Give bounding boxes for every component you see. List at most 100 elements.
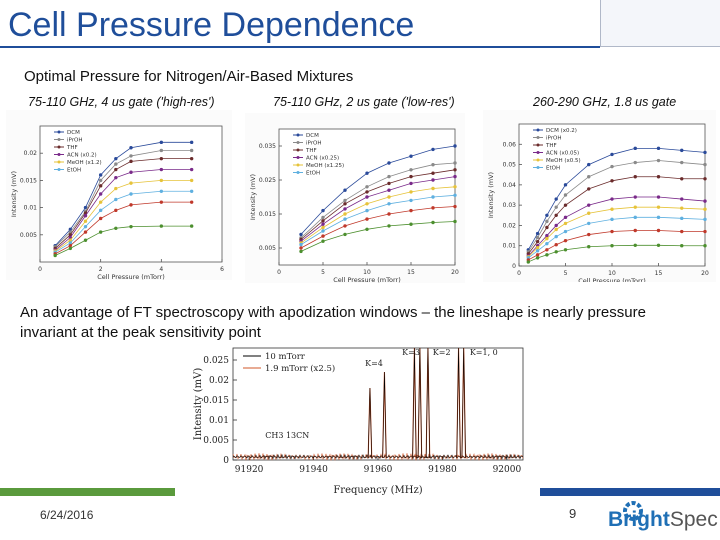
data-point (98, 184, 103, 188)
data-point (68, 227, 73, 232)
legend-entry: MeOH (x0.5) (546, 158, 581, 164)
data-point (453, 144, 457, 148)
data-point (365, 227, 369, 231)
legend-entry: THF (66, 145, 78, 151)
legend-marker (536, 151, 540, 154)
data-point (554, 227, 558, 232)
data-point (299, 249, 303, 254)
chart-panel-2: 0 5 10 15 20 0.035 0.025 0.015 0.005 Cell Pressur… (245, 113, 465, 283)
data-point (535, 256, 540, 260)
data-point (343, 207, 347, 211)
data-point (98, 200, 103, 204)
legend-entry: MeOH (x1.2) (67, 160, 102, 166)
data-point (610, 217, 614, 222)
data-point (587, 245, 591, 249)
data-point (563, 238, 568, 243)
data-point (129, 181, 133, 185)
data-point (431, 163, 435, 167)
x-axis-label: Cell Pressure (mTorr) (333, 276, 401, 283)
y-axis-label: Intensity (mV) (487, 172, 495, 218)
advantage-text: An advantage of FT spectroscopy with apo… (20, 304, 646, 341)
data-point (587, 232, 591, 237)
data-point (98, 173, 103, 177)
data-point (431, 171, 435, 175)
y-tick-label: 0.005 (259, 245, 276, 252)
legend-entry: EtOH (67, 168, 81, 174)
data-point (387, 174, 391, 179)
data-point (159, 148, 164, 153)
data-point (98, 216, 103, 221)
data-point (159, 178, 164, 183)
data-point (526, 260, 530, 264)
data-point (656, 215, 661, 220)
data-point (703, 217, 707, 222)
annotation-k1-0: K=1, 0 (470, 348, 498, 357)
data-point (114, 197, 118, 202)
legend-marker (536, 128, 540, 132)
legend-entry: DCM (67, 130, 80, 136)
peak-10mtorr (417, 347, 422, 459)
data-point (114, 226, 118, 230)
data-point (159, 200, 164, 204)
annotation-k4: K=4 (365, 359, 383, 368)
data-point (656, 158, 661, 163)
y-tick-label: 0.04 (503, 182, 517, 189)
data-point (680, 197, 684, 201)
x-tick-label: 10 (363, 269, 371, 276)
data-point (409, 168, 413, 172)
data-point (343, 217, 347, 221)
data-point (545, 253, 549, 257)
data-point (387, 181, 391, 186)
data-point (587, 203, 591, 207)
x-tick-label: 10 (608, 270, 616, 277)
legend-marker (296, 171, 300, 174)
data-point (159, 167, 164, 172)
data-point (545, 219, 549, 224)
series-line (300, 194, 456, 245)
data-point (610, 152, 614, 157)
y-tick-label: 0.035 (259, 143, 276, 150)
logo-wordmark: BrightSpec (608, 508, 718, 532)
peak-10mtorr (367, 387, 373, 459)
data-point (656, 228, 661, 233)
x-axis-label: Cell Pressure (mTorr) (97, 273, 165, 280)
spectrum-panel: 91920 91940 91960 91980 92000 0.025 0.02 0.015 0… (175, 340, 540, 500)
data-point (83, 214, 88, 218)
x-tick-label: 91980 (428, 465, 457, 475)
data-point (587, 211, 591, 215)
data-point (68, 246, 73, 251)
data-point (321, 222, 325, 226)
data-point (633, 205, 637, 209)
chart-3-svg: 0 5 10 15 20 0.06 0.05 0.04 0.03 0.02 0.01 0 Cell Pr… (487, 123, 709, 282)
data-point (68, 243, 73, 248)
data-point (703, 244, 707, 248)
data-point (343, 224, 347, 228)
data-point (453, 161, 457, 165)
data-point (321, 215, 325, 220)
data-point (431, 178, 435, 182)
panel-caption-1: 75-110 GHz, 4 us gate ('high-res') (28, 95, 215, 109)
x-tick-label: 2 (99, 266, 103, 273)
data-point (453, 174, 457, 179)
legend-entry: ACN (x0.25) (306, 156, 339, 162)
data-point (321, 225, 325, 230)
data-point (633, 243, 637, 248)
legend-entry: THF (545, 143, 557, 149)
x-tick-label: 20 (451, 269, 459, 276)
data-point (53, 253, 57, 258)
legend-entry: iPrOH (67, 138, 82, 144)
series-10mtorr-baseline (233, 453, 524, 460)
data-point (189, 178, 194, 183)
title-corner-box (600, 0, 720, 47)
series-line (300, 176, 456, 242)
data-point (554, 197, 558, 201)
data-point (680, 229, 684, 234)
series-line (54, 150, 192, 248)
legend-entry: EtOH (306, 171, 320, 177)
series-line (54, 158, 192, 249)
data-point (321, 208, 325, 213)
data-point (610, 197, 614, 201)
data-point (680, 206, 684, 210)
data-point (554, 213, 558, 217)
legend-marker (536, 158, 540, 162)
